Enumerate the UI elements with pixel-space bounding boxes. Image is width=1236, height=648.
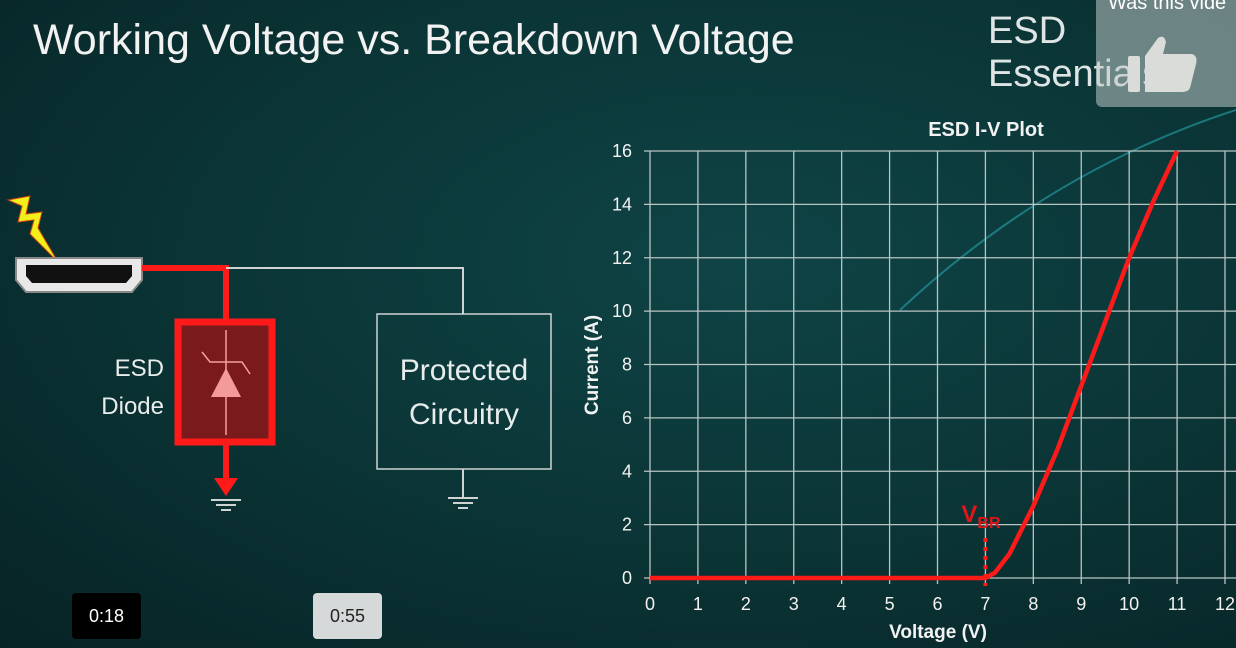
decorative-arc xyxy=(899,109,1236,311)
protected-label-2: Circuitry xyxy=(409,398,519,431)
protected-circuitry-box xyxy=(376,313,552,470)
y-tick-label: 14 xyxy=(612,194,632,214)
y-tick-label: 16 xyxy=(612,141,632,161)
y-tick-labels: 0 2 4 6 8 10 12 14 16 xyxy=(612,141,632,588)
y-tick-label: 8 xyxy=(622,355,632,375)
x-tick-label: 10 xyxy=(1119,594,1139,614)
thumbs-up-icon[interactable] xyxy=(1128,34,1200,94)
timestamp-marker[interactable]: 0:55 xyxy=(313,593,382,639)
y-tick-label: 6 xyxy=(622,408,632,428)
x-tick-label: 0 xyxy=(645,594,655,614)
vbr-sub: BR xyxy=(977,515,1001,532)
x-tick-label: 5 xyxy=(885,594,895,614)
y-tick-label: 0 xyxy=(622,568,632,588)
x-tick-label: 4 xyxy=(837,594,847,614)
protected-label-1: Protected xyxy=(400,354,528,387)
tvs-diode-icon xyxy=(201,330,251,435)
x-axis-label: Voltage (V) xyxy=(889,622,987,643)
y-tick-label: 12 xyxy=(612,248,632,268)
x-tick-label: 2 xyxy=(741,594,751,614)
vbr-main: V xyxy=(961,501,977,528)
y-tick-label: 2 xyxy=(622,515,632,535)
x-tick-label: 9 xyxy=(1076,594,1086,614)
x-tick-label: 6 xyxy=(932,594,942,614)
circuit-diagram: ESD Diode Protected Circuitry xyxy=(6,195,552,511)
x-tick-label: 8 xyxy=(1028,594,1038,614)
x-tick-label: 1 xyxy=(693,594,703,614)
x-tick-label: 3 xyxy=(789,594,799,614)
lightning-icon xyxy=(6,195,59,263)
series-line-iv-curve xyxy=(650,150,1180,581)
timestamp-current[interactable]: 0:18 xyxy=(72,593,141,639)
signal-trace xyxy=(226,267,464,314)
ground-icon-2 xyxy=(448,469,478,509)
ground-icon xyxy=(211,499,241,511)
feedback-panel: Was this vide xyxy=(1096,0,1236,107)
y-tick-label: 10 xyxy=(612,301,632,321)
arrow-down-icon xyxy=(214,478,238,496)
iv-chart: ESD I-V Plot 0 1 2 3 4 5 6 7 8 9 10 11 12 0246810121… xyxy=(582,119,1236,643)
red-trace xyxy=(142,265,229,322)
diode-label-1: ESD xyxy=(115,355,164,382)
y-tick-label: 4 xyxy=(622,461,632,481)
diode-label-2: Diode xyxy=(101,393,164,420)
hdmi-connector-icon xyxy=(15,257,143,293)
feedback-question: Was this vide xyxy=(1108,0,1227,14)
x-tick-label: 12 xyxy=(1215,594,1235,614)
slide-title: Working Voltage vs. Breakdown Voltage xyxy=(33,16,795,64)
chart-title: ESD I-V Plot xyxy=(928,119,1044,141)
y-axis-label: Current (A) xyxy=(582,315,603,415)
vbr-annotation: VBR xyxy=(961,501,1001,532)
x-tick-label: 7 xyxy=(980,594,990,614)
x-tick-labels: 0 1 2 3 4 5 6 7 8 9 10 11 12 xyxy=(645,594,1235,614)
x-tick-label: 11 xyxy=(1168,594,1187,614)
